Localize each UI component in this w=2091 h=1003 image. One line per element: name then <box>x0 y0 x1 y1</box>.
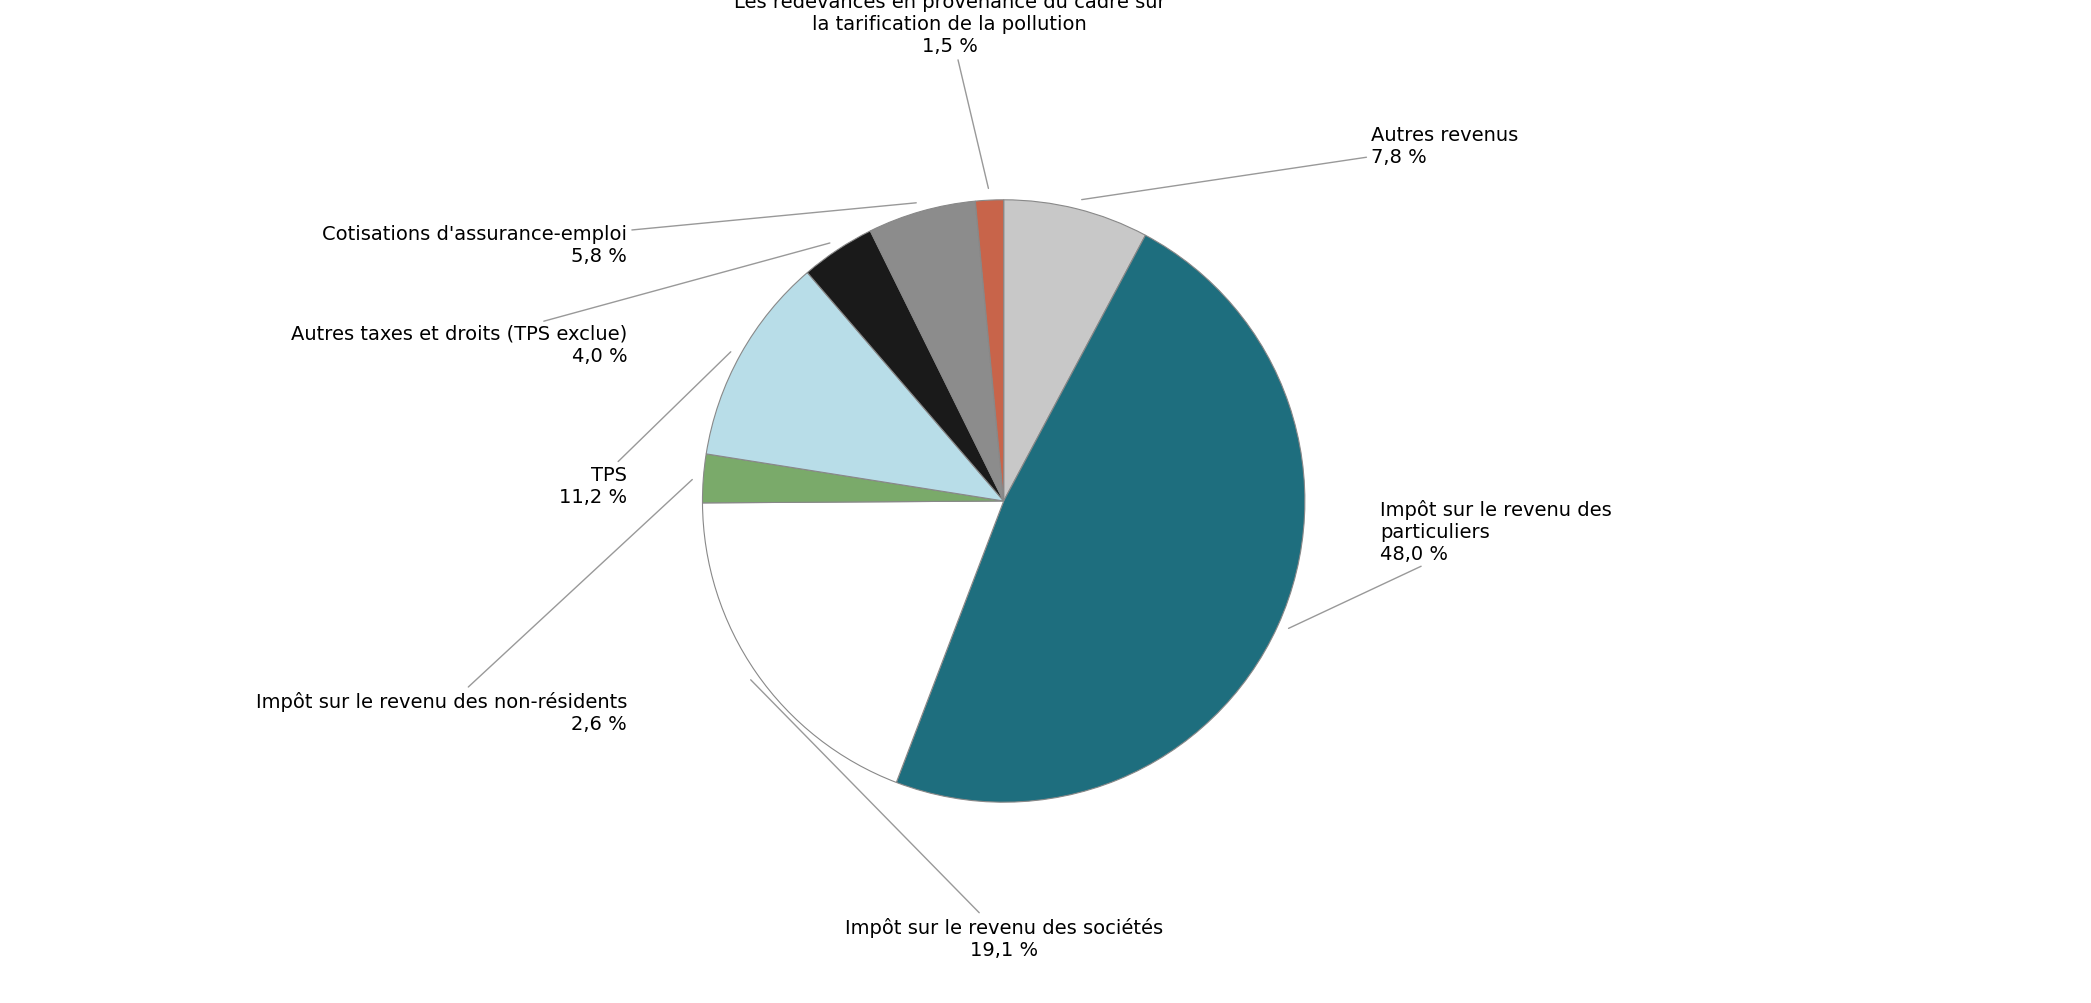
Wedge shape <box>807 232 1004 502</box>
Text: Impôt sur le revenu des non-résidents
2,6 %: Impôt sur le revenu des non-résidents 2,… <box>255 480 692 733</box>
Text: Impôt sur le revenu des
particuliers
48,0 %: Impôt sur le revenu des particuliers 48,… <box>1288 499 1612 629</box>
Text: Autres revenus
7,8 %: Autres revenus 7,8 % <box>1081 126 1518 201</box>
Wedge shape <box>974 201 1004 502</box>
Wedge shape <box>703 502 1004 782</box>
Wedge shape <box>703 454 1004 504</box>
Wedge shape <box>707 273 1004 502</box>
Text: Autres taxes et droits (TPS exclue)
4,0 %: Autres taxes et droits (TPS exclue) 4,0 … <box>291 244 830 365</box>
Text: Les redevances en provenance du cadre sur
la tarification de la pollution
1,5 %: Les redevances en provenance du cadre su… <box>734 0 1165 190</box>
Wedge shape <box>870 202 1004 502</box>
Text: TPS
11,2 %: TPS 11,2 % <box>558 352 730 507</box>
Wedge shape <box>897 236 1305 802</box>
Text: Impôt sur le revenu des sociétés
19,1 %: Impôt sur le revenu des sociétés 19,1 % <box>751 680 1163 959</box>
Wedge shape <box>1004 201 1146 502</box>
Text: Cotisations d'assurance-emploi
5,8 %: Cotisations d'assurance-emploi 5,8 % <box>322 204 916 266</box>
